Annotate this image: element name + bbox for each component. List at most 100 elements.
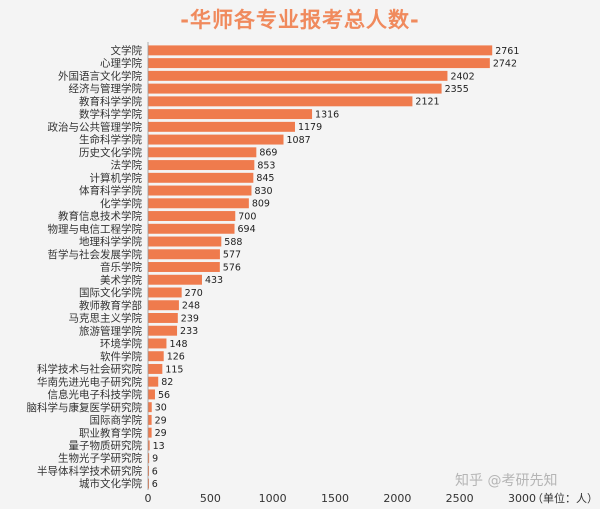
category-label: 生物光子学研究院 xyxy=(58,452,142,465)
bar xyxy=(148,262,220,272)
category-label: 华南先进光电子研究院 xyxy=(37,375,142,388)
category-label: 地理科学学院 xyxy=(79,235,142,248)
category-label: 计算机学院 xyxy=(90,171,143,184)
category-label: 信息光电子科技学院 xyxy=(48,388,143,401)
value-label: 248 xyxy=(182,301,200,312)
category-label: 国际文化学院 xyxy=(79,286,142,299)
bar xyxy=(148,313,178,323)
value-label: 2402 xyxy=(450,71,474,82)
x-tick-label: 0 xyxy=(145,492,152,505)
category-label: 外国语言文化学院 xyxy=(58,69,142,82)
bar xyxy=(148,185,252,196)
bar xyxy=(148,223,235,234)
value-label: 2742 xyxy=(493,59,517,70)
value-label: 853 xyxy=(257,160,275,171)
category-label: 心理学院 xyxy=(100,57,142,70)
value-label: 2355 xyxy=(445,84,469,95)
x-tick-label: 2500 xyxy=(446,492,474,505)
bar xyxy=(148,70,448,81)
bar xyxy=(148,96,413,107)
x-tick-label: 3000 xyxy=(508,492,536,505)
category-label: 经济与管理学院 xyxy=(69,82,143,95)
bar xyxy=(148,274,202,285)
value-label: 82 xyxy=(161,377,173,388)
value-label: 56 xyxy=(158,390,170,401)
value-label: 869 xyxy=(259,148,277,159)
value-label: 845 xyxy=(256,173,274,184)
value-label: 29 xyxy=(155,428,167,439)
bar xyxy=(148,249,220,260)
bar xyxy=(148,172,254,183)
chart-title: -华师各专业报考总人数- xyxy=(180,8,420,32)
category-label: 量子物质研究院 xyxy=(69,439,143,452)
category-label: 脑科学与康复医学研究院 xyxy=(27,401,143,414)
bar xyxy=(148,338,167,349)
value-label: 694 xyxy=(238,224,256,235)
bar xyxy=(148,440,150,451)
category-label: 职业教育学院 xyxy=(79,426,142,439)
value-label: 6 xyxy=(152,466,158,477)
category-label: 城市文化学院 xyxy=(79,477,142,490)
bars-group: 文学院 2761 心理学院 2742 外国语言文化学院 2402 经济与管理学院 2355 教育… xyxy=(27,44,520,490)
category-label: 软件学院 xyxy=(100,350,142,363)
category-label: 教育信息技术学院 xyxy=(58,210,142,223)
x-tick-label: 1500 xyxy=(321,492,349,505)
bar xyxy=(148,465,149,476)
value-label: 809 xyxy=(252,199,270,210)
bar xyxy=(148,427,152,438)
value-label: 1316 xyxy=(315,109,339,120)
value-label: 2121 xyxy=(415,97,439,108)
value-label: 700 xyxy=(238,211,256,222)
bar xyxy=(148,287,182,298)
value-label: 239 xyxy=(181,313,199,324)
category-label: 半导体科学技术研究院 xyxy=(37,464,142,477)
x-axis: 0 500 1000 1500 2000 2500 3000（单位：人） xyxy=(145,42,598,505)
category-label: 文学院 xyxy=(111,44,143,57)
category-label: 教育科学学院 xyxy=(79,95,142,108)
category-label: 美术学院 xyxy=(100,273,142,286)
bar xyxy=(148,363,163,374)
category-label: 音乐学院 xyxy=(100,261,142,274)
value-label: 1179 xyxy=(298,122,322,133)
value-label: 6 xyxy=(152,479,158,490)
value-label: 29 xyxy=(155,415,167,426)
category-label: 哲学与社会发展学院 xyxy=(48,248,143,261)
category-label: 生命科学学院 xyxy=(79,133,142,146)
bar xyxy=(148,376,159,387)
value-label: 13 xyxy=(153,441,165,452)
value-label: 577 xyxy=(223,250,241,261)
bar xyxy=(148,109,313,120)
watermark: 知乎 @考研先知 xyxy=(455,473,558,489)
value-label: 2761 xyxy=(495,46,519,57)
bar xyxy=(148,389,155,400)
value-label: 30 xyxy=(155,403,167,414)
value-label: 588 xyxy=(224,237,242,248)
category-label: 法学院 xyxy=(111,159,143,172)
bar xyxy=(148,211,236,221)
value-label: 9 xyxy=(152,454,158,465)
category-label: 旅游管理学院 xyxy=(79,324,142,337)
value-label: 1087 xyxy=(287,135,311,146)
category-label: 教师教育学部 xyxy=(79,299,142,312)
category-label: 化学学院 xyxy=(100,197,142,210)
category-label: 数学科学学院 xyxy=(79,108,142,121)
bar xyxy=(148,414,152,425)
bar xyxy=(148,160,255,171)
value-label: 270 xyxy=(185,288,203,299)
bar xyxy=(148,453,150,464)
unit-label: （单位：人） xyxy=(532,491,598,505)
x-tick-label: 500 xyxy=(200,492,221,505)
value-label: 148 xyxy=(169,339,187,350)
bar xyxy=(148,236,222,247)
category-label: 历史文化学院 xyxy=(79,146,142,159)
value-label: 830 xyxy=(254,186,272,197)
category-label: 国际商学院 xyxy=(90,414,143,427)
category-label: 物理与电信工程学院 xyxy=(48,222,143,235)
bar xyxy=(148,351,164,362)
category-label: 马克思主义学院 xyxy=(69,312,143,325)
bar xyxy=(148,325,178,336)
bar xyxy=(148,121,295,132)
value-label: 576 xyxy=(223,262,241,273)
bar xyxy=(148,300,179,311)
